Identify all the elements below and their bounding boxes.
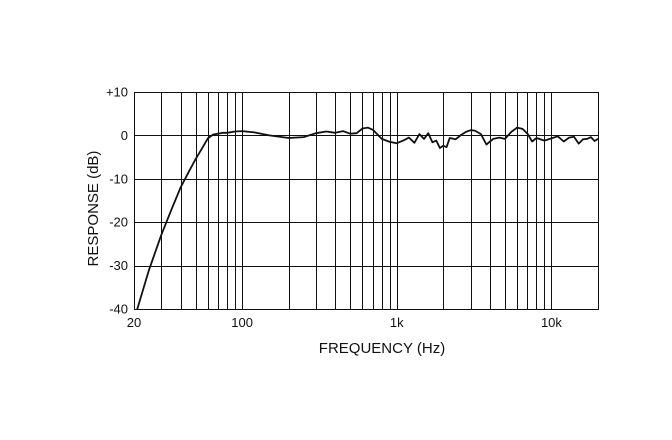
response-curve [136,126,599,310]
y-tick-labels: +10 0 -10 -20 -30 -40 [106,85,128,317]
x-tick-label: 100 [231,315,253,330]
x-axis-title: FREQUENCY (Hz) [319,340,445,357]
y-tick-label: 0 [121,128,128,143]
x-tick-label: 20 [127,315,141,330]
y-tick-label: -30 [109,258,128,273]
plot-frame [133,91,600,311]
x-tick-labels: 20 100 1k 10k [127,315,563,330]
y-axis-title: RESPONSE (dB) [85,151,102,267]
horizontal-grid [134,92,598,310]
x-tick-label: 10k [541,315,562,330]
y-tick-label: -10 [109,171,128,186]
y-tick-label: -40 [109,302,128,317]
x-tick-label: 1k [390,315,404,330]
vertical-grid [161,92,552,309]
y-tick-label: -20 [109,215,128,230]
y-tick-label: +10 [106,85,128,100]
